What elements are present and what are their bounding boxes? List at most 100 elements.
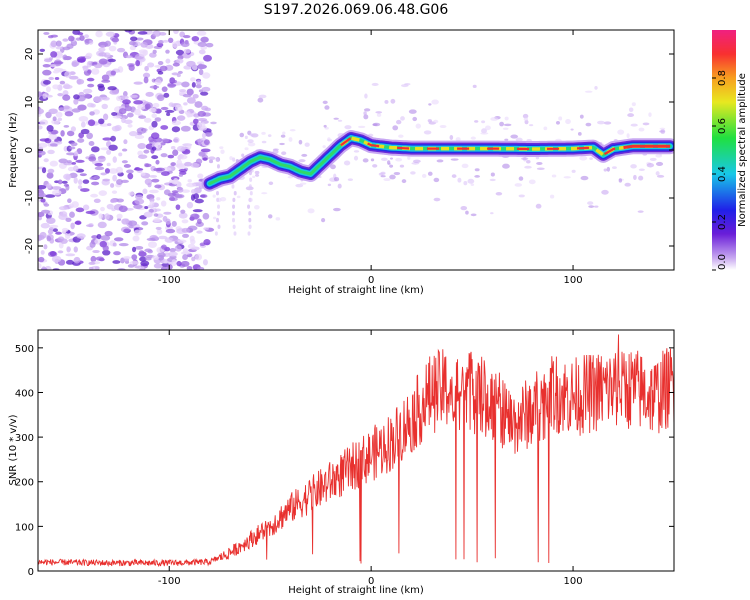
noise-blob [91,146,100,153]
noise-blob [521,157,529,161]
noise-blob [152,102,160,108]
noise-blob [165,58,171,64]
noise-blob [144,205,149,210]
noise-blob [131,254,138,261]
noise-blob [247,231,251,236]
noise-blob [474,120,479,123]
noise-blob [107,58,116,63]
noise-blob [149,107,157,113]
noise-blob [116,95,122,102]
noise-blob [151,120,158,128]
noise-blob [123,228,130,234]
noise-blob [169,248,176,253]
noise-blob [68,203,75,209]
noise-blob [144,65,149,72]
noise-blob [89,241,96,248]
noise-blob [160,153,168,158]
noise-blob [112,115,123,119]
noise-blob [187,179,192,183]
noise-blob [630,164,637,169]
noise-blob [187,225,198,231]
noise-blob [579,155,588,161]
noise-blob [113,251,121,256]
noise-blob [38,125,43,130]
noise-blob [128,131,138,137]
noise-blob [110,183,115,188]
noise-blob [162,39,169,43]
noise-blob [194,101,203,108]
noise-blob [156,229,163,235]
noise-blob [104,168,110,174]
noise-blob [383,178,391,182]
noise-blob [364,93,368,99]
noise-blob [324,105,330,110]
noise-blob [523,117,529,122]
noise-blob [248,224,252,229]
noise-blob [157,71,164,75]
noise-blob [593,205,599,208]
noise-blob [45,194,56,198]
noise-blob [115,198,124,203]
noise-blob [150,132,160,140]
noise-blob [193,118,199,125]
noise-blob [470,183,475,186]
noise-blob [186,201,194,209]
noise-blob [128,64,135,71]
noise-blob [474,175,480,178]
noise-blob [198,68,204,76]
y-tick-label: 20 [24,48,35,61]
noise-blob [474,168,480,172]
noise-blob [63,124,70,128]
snr-ylabel: SNR (10 * v/v) [8,414,19,485]
noise-blob [80,188,90,192]
noise-blob [565,119,571,125]
noise-blob [449,134,454,140]
noise-blob [91,181,100,186]
noise-blob [529,124,534,127]
noise-blob [51,255,62,263]
noise-blob [343,160,351,166]
noise-blob [183,102,188,106]
noise-blob [123,164,131,168]
noise-blob [153,263,163,269]
noise-blob [353,150,360,153]
noise-blob [248,217,252,223]
noise-blob [63,183,70,187]
noise-blob [78,132,85,139]
noise-blob [50,129,59,135]
noise-blob [186,60,196,67]
noise-blob [171,120,182,126]
noise-blob [71,108,81,113]
noise-blob [175,49,185,56]
noise-blob [168,251,178,257]
noise-blob [87,119,96,127]
noise-blob [216,164,220,169]
noise-blob [499,121,505,127]
noise-blob [380,175,386,178]
noise-blob [395,157,403,162]
noise-blob [145,257,152,261]
noise-blob [248,197,252,203]
snr-plot-area [38,334,674,568]
noise-blob [165,218,171,225]
noise-blob [85,210,96,215]
noise-blob [43,31,50,35]
y-tick-label: 0 [28,567,34,578]
noise-blob [50,40,58,48]
noise-blob [66,130,75,137]
noise-blob [124,119,133,125]
noise-blob [465,210,469,215]
noise-blob [63,105,70,110]
x-tick-label: 0 [368,576,374,587]
noise-blob [171,190,179,194]
noise-blob [93,96,103,103]
noise-blob [55,40,62,47]
noise-blob [120,95,129,100]
noise-blob [65,259,75,265]
noise-blob [88,156,97,162]
noise-blob [87,83,95,88]
noise-blob [78,116,89,122]
noise-blob [62,38,69,42]
noise-blob [86,77,95,82]
noise-blob [289,129,296,132]
